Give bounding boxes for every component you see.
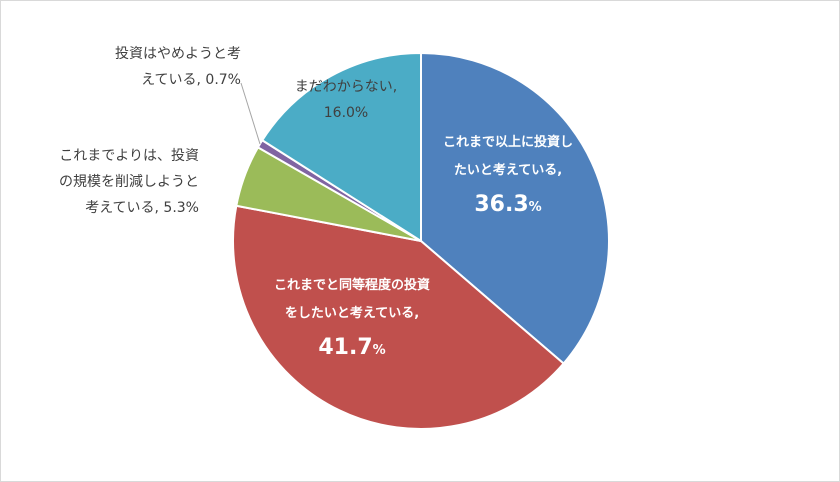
label-reduce-line1: これまでよりは、投資 xyxy=(59,148,199,164)
label-invest-same: これまでと同等程度の投資 をしたいと考えている, 41.7% xyxy=(247,272,457,371)
label-undecided: まだわからない, 16.0% xyxy=(276,74,416,126)
label-stop-line1: 投資はやめようと考 xyxy=(115,46,241,62)
label-stop-line2: えている, 0.7% xyxy=(141,72,241,88)
label-invest-same-line2: をしたいと考えている, xyxy=(284,306,420,321)
slice-invest-more xyxy=(420,51,610,365)
label-invest-more-line1: これまで以上に投資し xyxy=(442,135,573,150)
label-stop: 投資はやめようと考 えている, 0.7% xyxy=(61,41,241,93)
label-invest-more-value: 36.3% xyxy=(474,192,542,217)
label-reduce-line2: の規模を削減しようと xyxy=(59,174,199,190)
label-invest-more: これまで以上に投資し たいと考えている, 36.3% xyxy=(417,129,599,228)
slice-invest-same xyxy=(232,204,565,430)
label-reduce: これまでよりは、投資 の規模を削減しようと 考えている, 5.3% xyxy=(11,143,199,221)
label-invest-same-line1: これまでと同等程度の投資 xyxy=(273,278,430,293)
slice-undecided xyxy=(260,51,422,243)
label-undecided-line2: 16.0% xyxy=(323,105,369,121)
label-invest-same-value: 41.7% xyxy=(318,335,386,360)
label-undecided-line1: まだわからない, xyxy=(294,79,398,95)
label-invest-more-line2: たいと考えている, xyxy=(453,163,563,178)
label-reduce-line3: 考えている, 5.3% xyxy=(85,200,199,216)
leader-line-stop xyxy=(240,82,261,145)
